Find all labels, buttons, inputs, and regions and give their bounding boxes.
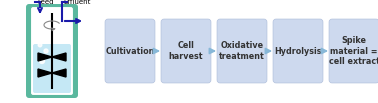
FancyBboxPatch shape — [33, 44, 71, 93]
Text: Spike
material =
cell extract: Spike material = cell extract — [328, 36, 378, 66]
Text: Cultivation: Cultivation — [105, 46, 155, 56]
FancyBboxPatch shape — [105, 19, 155, 83]
Polygon shape — [52, 53, 66, 61]
Text: Cell
harvest: Cell harvest — [169, 41, 203, 61]
Polygon shape — [38, 69, 52, 77]
FancyBboxPatch shape — [31, 6, 73, 95]
Circle shape — [44, 49, 48, 53]
FancyBboxPatch shape — [217, 19, 267, 83]
Text: Feed: Feed — [37, 0, 54, 5]
Text: Hydrolysis: Hydrolysis — [274, 46, 322, 56]
FancyBboxPatch shape — [26, 4, 78, 98]
Polygon shape — [52, 69, 66, 77]
FancyBboxPatch shape — [161, 19, 211, 83]
FancyBboxPatch shape — [273, 19, 323, 83]
Circle shape — [39, 59, 45, 64]
Text: Effluent: Effluent — [63, 0, 90, 5]
Text: Oxidative
treatment: Oxidative treatment — [219, 41, 265, 61]
Polygon shape — [38, 53, 52, 61]
Circle shape — [38, 43, 42, 47]
FancyBboxPatch shape — [329, 19, 378, 83]
